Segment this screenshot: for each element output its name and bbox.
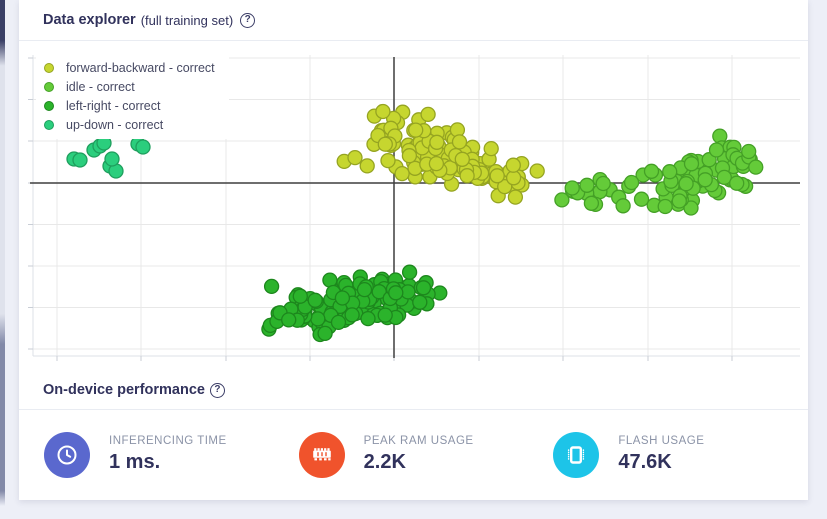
data-explorer-chart[interactable]: forward-backward - correct idle - correct… [19,41,808,371]
legend-label: forward-backward - correct [66,60,215,75]
scatter-point[interactable] [454,151,470,167]
scatter-point[interactable] [377,307,393,323]
scatter-point[interactable] [415,280,432,296]
metric-value: 47.6K [618,451,672,473]
scatter-point[interactable] [401,264,418,280]
scatter-point[interactable] [429,134,445,150]
legend-item[interactable]: idle - correct [44,77,215,96]
scatter-point[interactable] [356,281,373,298]
scatter-point[interactable] [420,106,436,123]
metric-inferencing-time: INFERENCING TIME 1 ms. [44,431,299,478]
scatter-point[interactable] [408,122,424,138]
scatter-point[interactable] [489,168,505,184]
scatter-point[interactable] [505,157,521,173]
scatter-point[interactable] [281,312,297,328]
legend-label: idle - correct [66,79,135,94]
scatter-point[interactable] [671,193,687,209]
scatter-point[interactable] [428,155,445,172]
chart-legend: forward-backward - correct idle - correct… [36,55,229,139]
scatter-point[interactable] [583,195,600,211]
legend-label: left-right - correct [66,98,161,113]
performance-metrics: INFERENCING TIME 1 ms. [19,410,808,499]
performance-header: On-device performance ? [19,371,808,410]
scatter-point[interactable] [359,158,375,174]
scatter-point[interactable] [292,288,308,304]
data-explorer-header: Data explorer (full training set) ? [19,0,808,41]
scatter-point[interactable] [377,136,393,152]
scatter-point[interactable] [104,151,120,167]
scatter-point[interactable] [529,163,545,179]
scatter-point[interactable] [483,140,499,157]
scatter-point[interactable] [678,176,694,192]
help-icon[interactable]: ? [240,12,256,28]
scatter-point[interactable] [263,278,280,295]
scatter-point[interactable] [307,292,323,308]
legend-label: up-down - correct [66,117,164,132]
scatter-point[interactable] [564,180,580,196]
scatter-point[interactable] [505,170,522,186]
legend-dot-icon [44,81,54,92]
scatter-plot[interactable] [19,41,808,371]
page-subtitle: (full training set) [140,12,234,28]
scatter-point[interactable] [135,139,151,155]
scatter-point[interactable] [554,192,570,208]
scatter-point[interactable] [371,284,387,300]
scatter-point[interactable] [344,307,360,323]
sidebar-edge [0,0,5,506]
scatter-point[interactable] [388,285,404,301]
legend-dot-icon [44,119,54,130]
scatter-point[interactable] [708,142,725,158]
scatter-point[interactable] [716,169,732,186]
scatter-point[interactable] [401,148,418,164]
legend-dot-icon [44,62,54,73]
scatter-point[interactable] [683,200,699,216]
scatter-point[interactable] [741,143,757,160]
scatter-point[interactable] [507,189,524,205]
legend-item[interactable]: forward-backward - correct [44,58,215,77]
metric-label: FLASH USAGE [618,435,705,447]
scatter-point[interactable] [595,175,611,192]
scatter-point[interactable] [657,198,673,215]
scatter-point[interactable] [72,152,88,168]
metric-value: 2.2K [363,451,406,473]
metric-label: PEAK RAM USAGE [363,435,474,447]
flash-icon [553,431,600,478]
scatter-point[interactable] [334,290,351,306]
scatter-point[interactable] [697,172,713,188]
scatter-point[interactable] [579,177,595,193]
ram-icon [298,431,345,478]
scatter-point[interactable] [310,311,326,327]
metric-label: INFERENCING TIME [109,435,227,447]
metric-peak-ram: PEAK RAM USAGE 2.2K [298,431,554,478]
scatter-point[interactable] [412,294,428,310]
performance-title: On-device performance [43,382,205,398]
content-card: Data explorer (full training set) ? forw… [19,0,808,500]
help-icon[interactable]: ? [209,382,225,398]
scatter-point[interactable] [330,314,347,331]
legend-item[interactable]: left-right - correct [44,96,215,115]
scatter-point[interactable] [459,168,475,184]
clock-icon [44,431,90,478]
scatter-point[interactable] [380,152,396,169]
scatter-point[interactable] [662,164,678,180]
page-title: Data explorer [43,12,136,28]
scatter-point[interactable] [633,191,650,207]
scatter-point[interactable] [729,175,745,191]
scatter-point[interactable] [748,159,764,175]
scatter-point[interactable] [451,134,468,150]
scatter-point[interactable] [347,149,363,166]
scatter-point[interactable] [317,325,333,342]
legend-dot-icon [44,100,54,111]
scatter-point[interactable] [375,103,391,120]
scatter-point[interactable] [643,163,660,179]
scatter-point[interactable] [615,198,631,214]
scatter-point[interactable] [683,156,700,172]
metric-value: 1 ms. [109,451,161,473]
metric-flash-usage: FLASH USAGE 47.6K [553,431,808,478]
scatter-point[interactable] [394,165,410,182]
legend-item[interactable]: up-down - correct [44,115,215,134]
scatter-point[interactable] [623,174,640,191]
scatter-point[interactable] [360,310,376,327]
